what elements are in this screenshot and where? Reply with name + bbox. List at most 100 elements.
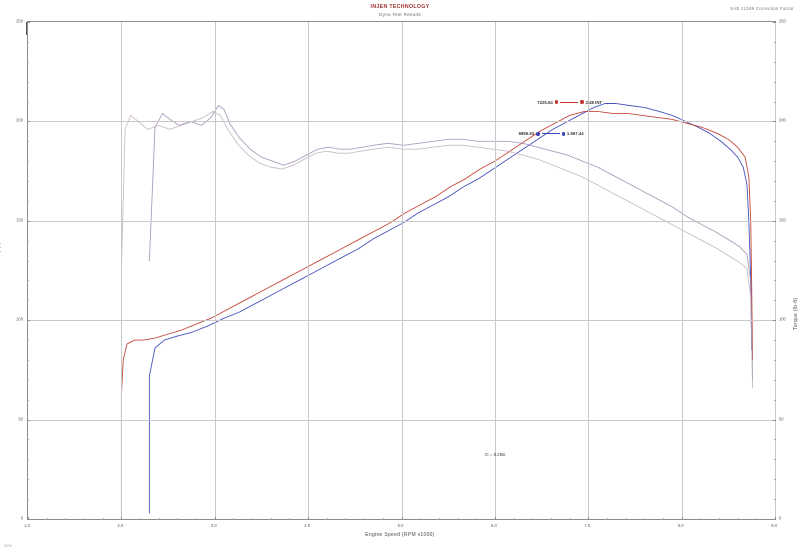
x-tick — [28, 517, 29, 520]
y-tick-right — [773, 320, 776, 322]
annotation-connector — [560, 101, 579, 103]
y-minor-tick — [27, 101, 29, 103]
y-minor-tick-right — [774, 439, 776, 441]
peak-power-marker[interactable]: 7225.64 2.48 INT — [537, 100, 602, 105]
x-minor-tick — [644, 518, 646, 520]
peak-torque-marker[interactable]: 6855.63 1.967.44 — [519, 131, 584, 136]
y-minor-tick — [27, 181, 29, 183]
y-tick — [27, 419, 30, 421]
y-tick-label-left: 200 — [16, 117, 23, 123]
y-minor-tick — [27, 260, 29, 262]
y-tick — [27, 220, 30, 222]
x-tick — [494, 517, 496, 520]
x-tick — [775, 517, 776, 520]
annotation-connector — [541, 133, 560, 135]
y-minor-tick — [27, 141, 29, 143]
y-minor-tick — [27, 459, 29, 461]
y-minor-tick — [27, 340, 29, 342]
chart-title: INJEN TECHNOLOGY — [370, 4, 430, 10]
x-tick-label: 5.0 — [397, 523, 404, 528]
x-tick-label: 1.0 — [24, 523, 30, 528]
annotation-marker-dot — [554, 100, 559, 104]
x-tick-label: 7.0 — [584, 523, 591, 528]
y-minor-tick — [27, 280, 29, 282]
x-minor-tick — [569, 518, 571, 520]
plot-area — [27, 21, 776, 520]
y-minor-tick-right — [774, 101, 776, 103]
chart-title-block: INJEN TECHNOLOGY Dyno Test Results — [0, 4, 800, 18]
correction-factor-note: SAE J1349 Correction Factor — [730, 6, 794, 11]
curve-layer — [120, 103, 754, 514]
y-minor-tick — [27, 379, 29, 381]
x-minor-tick — [65, 518, 67, 520]
annotation-marker-dot — [536, 132, 540, 136]
x-minor-tick — [718, 518, 720, 520]
y-minor-tick — [27, 399, 29, 401]
y-minor-tick-right — [774, 399, 776, 401]
series-line — [148, 105, 754, 381]
x-gridline — [494, 22, 496, 519]
x-minor-tick — [84, 518, 86, 520]
x-minor-tick — [46, 518, 48, 520]
y-tick-label-left: 0 — [20, 515, 23, 521]
x-minor-tick — [177, 518, 179, 520]
x-minor-tick — [625, 518, 627, 520]
y-minor-tick-right — [774, 479, 776, 481]
x-gridline — [401, 22, 403, 519]
annotation-marker-dot — [561, 132, 565, 136]
y-minor-tick-right — [774, 280, 776, 282]
x-minor-tick — [289, 518, 291, 520]
x-minor-tick — [140, 518, 142, 520]
x-gridline — [214, 22, 216, 519]
y-minor-tick — [27, 439, 29, 441]
annotation-left-value: 7225.64 — [537, 99, 553, 105]
y-minor-tick-right — [774, 499, 776, 501]
y-tick — [27, 519, 30, 520]
y-minor-tick-right — [774, 359, 776, 361]
x-tick — [214, 517, 216, 520]
y-minor-tick-right — [774, 181, 776, 183]
x-minor-tick — [345, 518, 347, 520]
x-minor-tick — [158, 518, 160, 520]
y-tick-label-right: 200 — [779, 117, 786, 123]
y-axis-title-left: Power (hp) — [0, 242, 2, 270]
x-minor-tick — [737, 518, 739, 520]
x-minor-tick — [513, 518, 515, 520]
y-minor-tick-right — [774, 200, 776, 202]
y-tick-label-left: 100 — [16, 316, 23, 322]
series-line — [120, 111, 754, 514]
x-tick — [121, 517, 123, 520]
y-tick — [27, 121, 30, 123]
y-minor-tick-right — [774, 340, 776, 342]
x-minor-tick — [382, 518, 384, 520]
y-minor-tick-right — [774, 459, 776, 461]
y-tick-label-left: 150 — [16, 217, 23, 223]
y-tick — [27, 320, 30, 322]
x-minor-tick — [438, 518, 440, 520]
y-tick-label-left: 250 — [16, 18, 23, 24]
y-gridline — [28, 320, 775, 322]
y-minor-tick-right — [774, 240, 776, 242]
x-axis-title: Engine Speed (RPM x1000) — [365, 532, 435, 538]
x-tick — [588, 517, 590, 520]
x-minor-tick — [550, 518, 552, 520]
y-minor-tick — [27, 41, 29, 43]
y-minor-tick-right — [774, 300, 776, 302]
y-tick-label-right: 150 — [779, 217, 786, 223]
x-tick-label: 6.0 — [491, 523, 497, 528]
annotation-left-value: 6855.63 — [518, 131, 535, 137]
y-minor-tick — [27, 61, 29, 63]
footer-annotation: IC = 5.255i — [484, 452, 506, 458]
y-axis-title-right: Torque (lb-ft) — [793, 297, 799, 330]
y-tick-right — [773, 519, 776, 520]
x-minor-tick — [364, 518, 366, 520]
x-tick-label: 9.0 — [771, 523, 777, 528]
y-tick-right — [773, 419, 776, 421]
y-minor-tick — [27, 161, 29, 163]
y-minor-tick-right — [774, 141, 776, 143]
y-tick-right — [773, 220, 776, 222]
x-minor-tick — [532, 518, 534, 520]
y-tick-right — [773, 22, 776, 23]
y-gridline — [28, 419, 775, 421]
y-minor-tick — [27, 499, 29, 501]
